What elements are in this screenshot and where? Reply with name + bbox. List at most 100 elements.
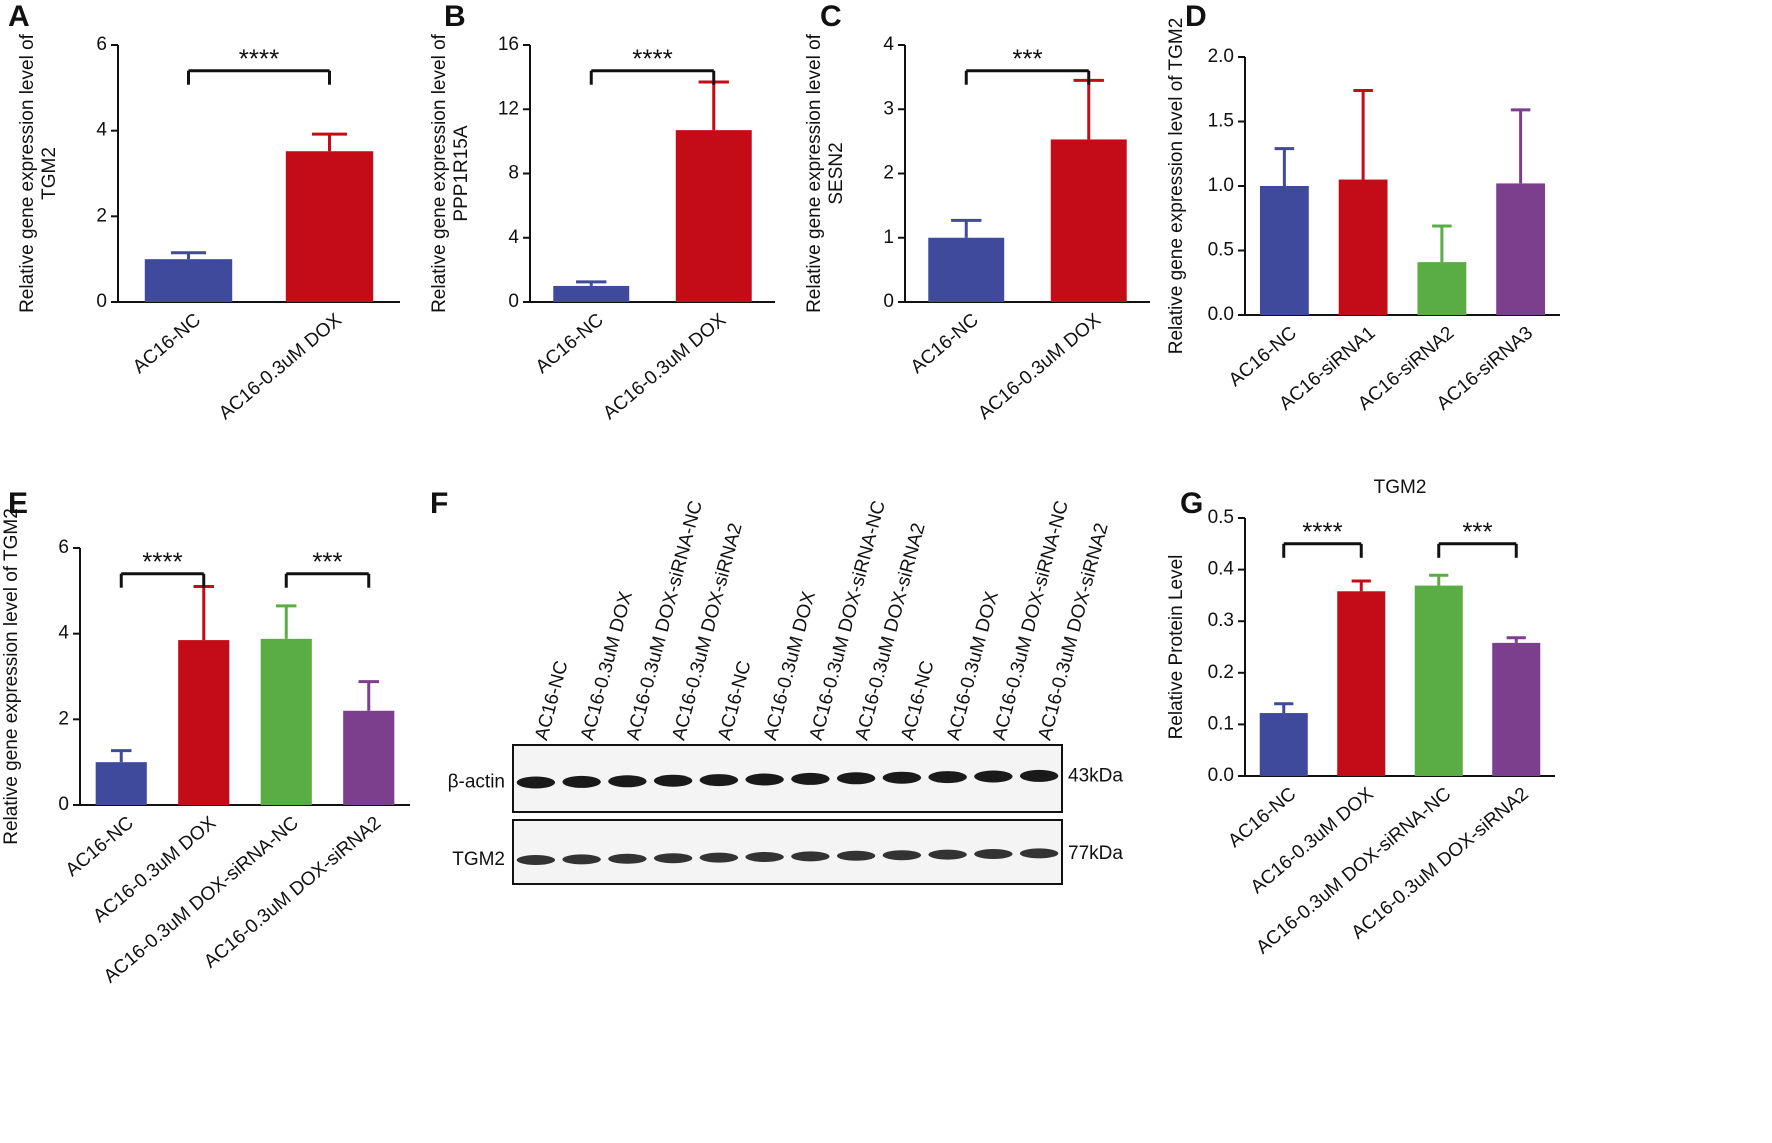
x-tick-label: AC16-NC [1224, 784, 1300, 852]
chart-title: TGM2 [1374, 477, 1427, 498]
significance-label: **** [1302, 517, 1342, 547]
band [608, 853, 647, 864]
band [516, 776, 556, 789]
y-tick-label: 0.1 [1208, 713, 1234, 734]
bar [1492, 642, 1541, 776]
row-label: β-actin [448, 772, 505, 793]
y-tick-label: 4 [58, 623, 69, 644]
y-tick-label: 0 [96, 291, 107, 312]
y-tick-label: 2 [58, 708, 69, 729]
y-tick-label: 1 [883, 227, 894, 248]
y-tick-label: 0.0 [1208, 765, 1234, 786]
y-tick-label: 0.4 [1208, 559, 1235, 580]
bar [1259, 186, 1309, 315]
band [882, 850, 922, 861]
y-tick-label: 0.3 [1208, 610, 1234, 631]
x-tick-label: AC16-NC [907, 310, 983, 378]
bar [1337, 591, 1386, 776]
size-label: 77kDa [1068, 843, 1123, 864]
panel-label: A [8, 0, 30, 33]
band [882, 771, 922, 784]
band [516, 855, 556, 865]
band [836, 850, 876, 861]
band [836, 772, 876, 785]
x-tick-label: AC16-NC [129, 310, 205, 378]
y-tick-label: 2 [883, 163, 894, 184]
band [745, 852, 784, 862]
y-tick-label: 0 [508, 291, 519, 312]
bar [1259, 713, 1308, 776]
panel-label: F [430, 487, 448, 520]
band [791, 772, 830, 785]
y-axis-label: SESN2 [826, 142, 847, 204]
y-axis-label: Relative gene expression level of [804, 33, 825, 313]
band [928, 771, 967, 784]
y-tick-label: 4 [96, 120, 107, 141]
band [791, 851, 830, 862]
bar [343, 710, 395, 805]
x-tick-label: AC16-NC [532, 310, 608, 378]
band [1019, 848, 1059, 859]
bar [144, 259, 233, 302]
y-tick-label: 0.5 [1208, 240, 1234, 261]
bar [1050, 139, 1127, 302]
blot-frame [512, 744, 1063, 813]
lane-label: AC16-NC [897, 659, 938, 743]
y-tick-label: 16 [498, 34, 519, 55]
band [699, 774, 739, 787]
band [974, 770, 1013, 783]
x-tick-label: AC16-0.3uM DOX [974, 309, 1105, 424]
y-axis-label: TGM2 [39, 147, 60, 200]
band [653, 853, 693, 864]
bar [553, 285, 630, 302]
bar [178, 640, 230, 805]
band [653, 774, 693, 787]
y-tick-label: 8 [508, 163, 519, 184]
y-tick-label: 2 [96, 205, 107, 226]
x-tick-label: AC16-0.3uM DOX [215, 309, 346, 424]
y-axis-label: Relative gene expression level of [17, 33, 38, 313]
significance-label: **** [632, 44, 672, 74]
x-tick-label: AC16-0.3uM DOX [599, 309, 730, 424]
significance-label: *** [312, 547, 342, 577]
bar [95, 762, 147, 805]
y-tick-label: 4 [508, 227, 519, 248]
y-tick-label: 1.0 [1208, 175, 1234, 196]
band [699, 852, 739, 863]
band [1019, 769, 1059, 782]
bar [1417, 262, 1467, 315]
y-tick-label: 0 [58, 794, 69, 815]
panel-label: B [444, 0, 466, 33]
blot-frame [512, 819, 1063, 885]
y-tick-label: 6 [58, 537, 69, 558]
significance-label: **** [239, 44, 279, 74]
lane-label: AC16-NC [531, 659, 572, 743]
y-tick-label: 6 [96, 34, 107, 55]
size-label: 43kDa [1068, 766, 1123, 787]
y-axis-label: Relative gene expression level of [429, 33, 450, 313]
band [562, 775, 601, 788]
band [562, 854, 601, 865]
bar [1414, 585, 1463, 776]
band [974, 849, 1013, 859]
y-tick-label: 12 [498, 98, 519, 119]
y-tick-label: 0 [883, 291, 894, 312]
band [745, 773, 784, 786]
bar [928, 237, 1005, 302]
y-tick-label: 3 [883, 98, 894, 119]
x-tick-label: AC16-NC [62, 813, 138, 881]
y-tick-label: 2.0 [1208, 46, 1234, 67]
significance-label: *** [1462, 517, 1492, 547]
lane-label: AC16-NC [714, 659, 755, 743]
y-axis-label: PPP1R15A [451, 125, 472, 221]
y-axis-label: Relative gene expression level of TGM2 [1166, 18, 1187, 355]
bar [1338, 179, 1388, 315]
bar [285, 151, 374, 302]
bar [260, 638, 312, 805]
bar [1496, 183, 1546, 315]
row-label: TGM2 [452, 849, 505, 870]
panel-label: E [8, 487, 28, 520]
y-tick-label: 1.5 [1208, 111, 1234, 132]
panel-label: G [1180, 487, 1203, 520]
